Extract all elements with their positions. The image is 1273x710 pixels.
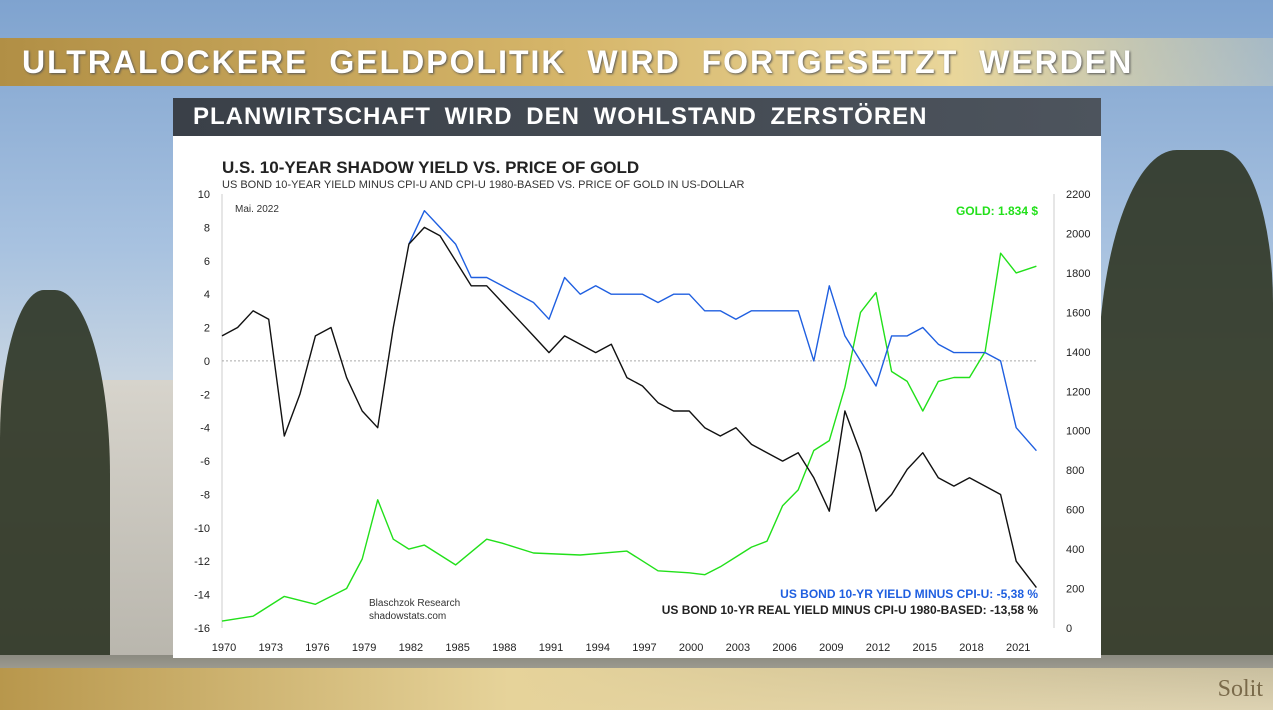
source-2: shadowstats.com: [369, 611, 446, 622]
x-tick-label: 1973: [258, 642, 282, 654]
black-series-label: US BOND 10-YR REAL YIELD MINUS CPI-U 198…: [662, 603, 1039, 617]
chart: U.S. 10-YEAR SHADOW YIELD VS. PRICE OF G…: [194, 158, 1090, 654]
y-left-tick-label: 2: [204, 323, 210, 335]
y-right-tick-label: 1800: [1066, 268, 1090, 280]
x-tick-label: 1979: [352, 642, 376, 654]
y-left-tick-label: 8: [204, 222, 210, 234]
x-tick-label: 1982: [399, 642, 423, 654]
y-right-tick-label: 800: [1066, 465, 1084, 477]
y-left-tick-label: -16: [194, 623, 210, 635]
headline: ULTRALOCKERE GELDPOLITIK WIRD FORTGESETZ…: [22, 44, 1134, 80]
x-tick-label: 1988: [492, 642, 516, 654]
y-left-tick-label: 4: [204, 289, 210, 301]
panel-header: PLANWIRTSCHAFT WIRD DEN WOHLSTAND ZERSTÖ…: [173, 98, 1101, 136]
y-right-tick-label: 1200: [1066, 386, 1090, 398]
y-left-tick-label: -12: [194, 556, 210, 568]
y-right-tick-label: 200: [1066, 584, 1084, 596]
x-tick-label: 2021: [1006, 642, 1030, 654]
y-left-tick-label: -14: [194, 590, 210, 602]
x-tick-label: 1976: [305, 642, 329, 654]
y-right-tick-label: 0: [1066, 623, 1072, 635]
x-tick-label: 2018: [959, 642, 983, 654]
chart-subtitle: US BOND 10-YEAR YIELD MINUS CPI-U AND CP…: [222, 179, 744, 191]
y-left-tick-label: -8: [200, 489, 210, 501]
y-right-tick-label: 2200: [1066, 189, 1090, 201]
y-right-tick-label: 1000: [1066, 426, 1090, 438]
x-tick-label: 1991: [539, 642, 563, 654]
y-right-tick-label: 2000: [1066, 228, 1090, 240]
y-left-tick-label: -2: [200, 389, 210, 401]
x-tick-label: 1985: [445, 642, 469, 654]
x-tick-label: 1994: [585, 642, 609, 654]
bottom-banner: [0, 668, 1273, 710]
headline-banner: ULTRALOCKERE GELDPOLITIK WIRD FORTGESETZ…: [0, 38, 1273, 86]
x-tick-label: 2000: [679, 642, 703, 654]
x-tick-label: 2012: [866, 642, 890, 654]
panel-title: PLANWIRTSCHAFT WIRD DEN WOHLSTAND ZERSTÖ…: [193, 103, 928, 130]
background-tree: [0, 290, 110, 660]
blue-series-label: US BOND 10-YR YIELD MINUS CPI-U: -5,38 %: [780, 587, 1038, 601]
y-right-tick-label: 1400: [1066, 347, 1090, 359]
y-left-tick-label: 0: [204, 356, 210, 368]
y-left-tick-label: -6: [200, 456, 210, 468]
x-tick-label: 2003: [726, 642, 750, 654]
x-tick-label: 2015: [913, 642, 937, 654]
solit-logo: Solit: [1217, 676, 1263, 702]
x-tick-label: 1997: [632, 642, 656, 654]
y-right-tick-label: 600: [1066, 505, 1084, 517]
y-right-tick-label: 400: [1066, 544, 1084, 556]
background-tree: [1098, 150, 1273, 660]
series-line-us-bond-10-yr-yield-minus-cpi-u: [408, 210, 1037, 452]
gold-label: GOLD: 1.834 $: [956, 204, 1038, 218]
chart-title: U.S. 10-YEAR SHADOW YIELD VS. PRICE OF G…: [222, 158, 639, 177]
series-line-gold: [221, 252, 1037, 622]
y-right-tick-label: 1600: [1066, 307, 1090, 319]
x-tick-label: 1970: [212, 642, 236, 654]
y-left-tick-label: 10: [198, 189, 210, 201]
series-line-us-bond-10-yr-real-yield-minus-cpi-u-1980-based: [221, 226, 1037, 589]
x-tick-label: 2006: [772, 642, 796, 654]
source-1: Blaschzok Research: [369, 598, 460, 609]
y-left-tick-label: -4: [200, 423, 210, 435]
chart-panel: PLANWIRTSCHAFT WIRD DEN WOHLSTAND ZERSTÖ…: [173, 98, 1101, 658]
y-left-tick-label: -10: [194, 523, 210, 535]
date-note: Mai. 2022: [235, 204, 279, 215]
y-left-tick-label: 6: [204, 256, 210, 268]
x-tick-label: 2009: [819, 642, 843, 654]
